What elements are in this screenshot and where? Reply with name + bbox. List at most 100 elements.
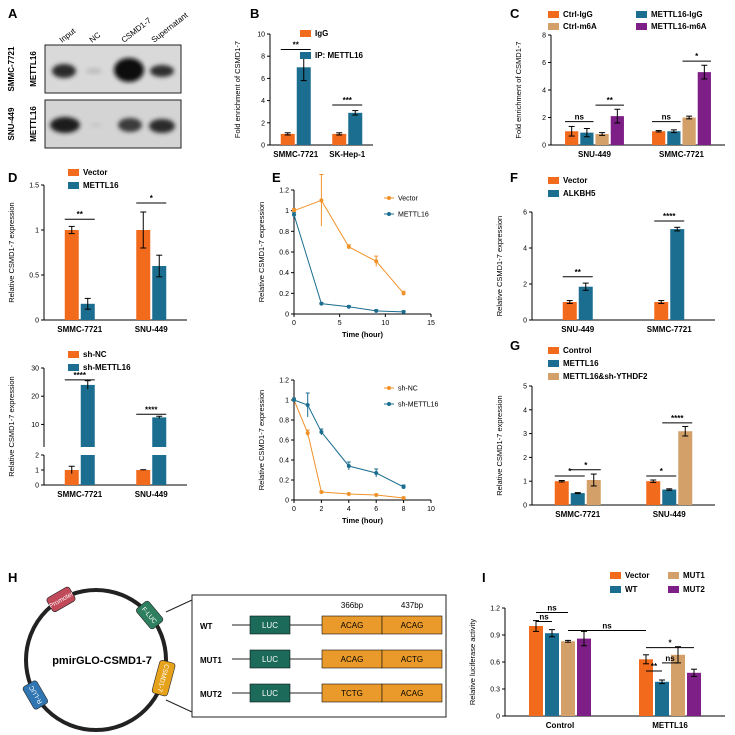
significance-label: *: [660, 467, 664, 476]
y-tick-label: 0.6: [279, 438, 289, 445]
bar: [554, 481, 569, 505]
y-tick-label: 1.2: [279, 188, 289, 195]
bar: [562, 302, 577, 320]
site-block-437: [381, 649, 443, 669]
legend-swatch: [548, 11, 559, 18]
x-tick-label: 10: [427, 506, 435, 513]
x-tick-label: 15: [427, 320, 435, 327]
x-axis-label: Time (hour): [342, 516, 384, 525]
y-tick-label: 0: [523, 503, 527, 510]
bar: [80, 303, 95, 320]
x-tick-label: 0: [292, 506, 296, 513]
significance-label: ns: [575, 113, 585, 122]
data-point: [292, 208, 296, 213]
data-point: [346, 464, 351, 468]
legend-marker: [387, 196, 391, 200]
data-point: [319, 198, 324, 203]
y-tick-label: 0.4: [279, 270, 289, 277]
y-tick-label: 1.2: [490, 606, 500, 613]
data-point: [346, 492, 351, 496]
data-point: [401, 485, 406, 489]
construct-name: MUT1: [200, 656, 222, 665]
bar: [545, 633, 559, 716]
legend-label: Control: [563, 346, 591, 355]
panel-letter-h: H: [8, 570, 17, 585]
panel-a: A Input NC CSMD1-7 Supernatant SMMC-7721…: [7, 6, 190, 149]
legend-label: sh-METTL16: [83, 363, 131, 372]
data-point: [374, 259, 379, 264]
significance-label: ****: [145, 405, 158, 414]
site-sequence-366: TCTG: [341, 689, 363, 698]
lane-label-csmd1-7: CSMD1-7: [120, 16, 154, 45]
bar: [64, 230, 79, 320]
site-block-437: [381, 615, 443, 635]
legend-swatch: [636, 23, 647, 30]
panel-letter-a: A: [8, 6, 18, 21]
panel-letter: D: [8, 170, 17, 185]
y-tick-label: 0.6: [279, 250, 289, 257]
y-axis-label: Fold enrichment of CSMD1-7: [514, 41, 523, 138]
y-tick-label: 0.2: [279, 478, 289, 485]
bar: [646, 481, 661, 505]
plasmid-segment: F-LUC: [136, 600, 164, 630]
series-line: [293, 399, 404, 488]
bar: [136, 470, 151, 485]
legend-swatch: [548, 373, 559, 380]
bar: [580, 132, 594, 145]
y-tick-label: 0.5: [29, 273, 39, 280]
significance-label: *: [568, 467, 572, 476]
x-category-label: METTL16: [652, 721, 688, 730]
legend-label: METTL16: [563, 359, 599, 368]
lane-label-input: Input: [58, 26, 78, 45]
plasmid-segment: CSMD1-7: [151, 660, 176, 697]
legend-label: METTL16: [83, 181, 119, 190]
data-point: [292, 212, 296, 217]
data-point: [319, 301, 324, 306]
significance-label: ns: [662, 113, 672, 122]
x-category-label: SMMC-7721: [57, 490, 102, 499]
panel-letter: F: [510, 170, 518, 185]
y-tick-label: 4: [542, 88, 546, 95]
y-tick-label: 3: [523, 431, 527, 438]
x-tick-label: 6: [374, 506, 378, 513]
blot-band: [114, 58, 144, 82]
legend-swatch: [300, 52, 311, 59]
significance-label: **: [293, 41, 300, 50]
site-sequence-366: ACAG: [341, 655, 364, 664]
legend-label: Vector: [563, 176, 587, 185]
y-tick-label: 8: [261, 54, 265, 61]
blot-antibody-label: METTL16: [29, 106, 38, 142]
significance-label: ns: [539, 613, 549, 622]
legend-swatch: [668, 586, 679, 593]
y-axis-label: Relative CSMD1-7 expression: [7, 202, 16, 302]
x-category-label: SK-Hep-1: [329, 150, 366, 159]
site-block-437: [381, 683, 443, 703]
legend-label: sh-NC: [398, 386, 418, 393]
significance-label: *: [584, 461, 588, 470]
y-tick-label: 0.6: [490, 660, 500, 667]
y-tick-label: 0: [523, 318, 527, 325]
panel-d-top-chart: D 0 0.5 1 1.5 Relative CSMD1-7 expression SMMC…: [7, 168, 187, 334]
y-tick-label: 4: [523, 407, 527, 414]
data-point: [401, 496, 406, 500]
y-tick-label: 0: [285, 498, 289, 505]
bar: [332, 133, 347, 145]
legend-label: METTL16-IgG: [651, 10, 703, 19]
bar: [80, 455, 95, 485]
legend-label: WT: [625, 585, 638, 594]
blot-band: [50, 117, 80, 133]
legend-label: Vector: [83, 168, 107, 177]
y-tick-label: 0: [261, 143, 265, 150]
significance-label: ****: [671, 414, 684, 423]
bar: [667, 131, 681, 145]
y-tick-label: 20: [31, 394, 39, 401]
panel-d-bottom-chart: 0 1 2 10 20 30 Relative CSMD1-7 expression SMMC…: [7, 350, 187, 499]
bar: [652, 131, 666, 145]
bar: [639, 659, 653, 716]
luc-label: LUC: [262, 689, 278, 698]
legend-swatch: [548, 190, 559, 197]
luc-block: [249, 683, 291, 703]
bar: [682, 117, 696, 145]
panel-letter: C: [510, 6, 520, 21]
legend-label: IP: METTL16: [315, 51, 364, 60]
